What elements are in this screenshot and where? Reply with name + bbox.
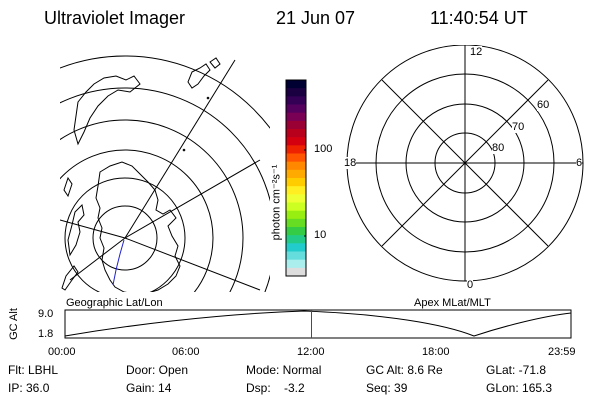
- colorbar-band: [286, 178, 306, 187]
- colorbar-band: [286, 210, 306, 220]
- colorbar-band: [286, 112, 306, 122]
- lat-circle: [60, 119, 244, 292]
- island-dot: [206, 96, 210, 100]
- satellite-ground-track: [112, 239, 125, 286]
- peninsula-coastline: [61, 265, 79, 291]
- apex-label: Apex MLat/MLT: [414, 297, 491, 309]
- colorbar-band: [286, 88, 306, 97]
- filter-value: Flt: LBHL: [8, 363, 59, 377]
- colorbar-band: [286, 96, 306, 105]
- mlt-label-12: 12: [470, 46, 483, 58]
- timeline-tick-1800: 18:00: [422, 346, 450, 358]
- colorbar-band: [286, 145, 306, 154]
- colorbar-band: [286, 186, 306, 195]
- timeline-tick-1200: 12:00: [297, 346, 325, 358]
- lat-circle: [60, 149, 214, 292]
- meridian: [124, 159, 261, 239]
- colorbar-frame: [285, 79, 307, 277]
- door-value: Door: Open: [126, 363, 189, 377]
- mode-value: Mode: Normal: [246, 363, 322, 377]
- colorbar-band: [286, 243, 306, 252]
- lat-circle: [60, 87, 270, 292]
- timeline-tick-0000: 00:00: [48, 346, 76, 358]
- colorbar-band: [286, 202, 306, 212]
- timeline-y-min: 1.8: [38, 328, 54, 340]
- mlat-label-80: 80: [492, 142, 505, 154]
- timeline-tick-2359: 23:59: [548, 346, 576, 358]
- colorbar-band: [286, 104, 306, 114]
- colorbar-band: [286, 120, 306, 130]
- lat-circle: [64, 177, 186, 292]
- colorbar-band: [286, 251, 306, 261]
- gc-alt-value: GC Alt: 8.6 Re: [366, 363, 443, 377]
- mlat-label-60: 60: [537, 99, 550, 111]
- lat-circle: [60, 55, 270, 129]
- mlt-label-6: 6: [576, 157, 583, 169]
- geographic-map: [60, 55, 270, 292]
- altitude-curve: [64, 310, 572, 337]
- timeline-frame: [64, 309, 572, 339]
- meridian: [124, 59, 236, 239]
- island-coastline: [63, 176, 73, 198]
- polar-mlat-mlt-plot: [346, 45, 584, 282]
- observation-date: 21 Jun 07: [276, 8, 356, 28]
- colorbar-band: [286, 259, 306, 269]
- colorbar-tick-label-10: 10: [314, 229, 327, 241]
- geographic-label: Geographic Lat/Lon: [66, 297, 163, 309]
- colorbar-band: [286, 161, 306, 171]
- meridian: [60, 219, 126, 239]
- colorbar-band: [286, 169, 306, 179]
- ip-value: IP: 36.0: [8, 381, 50, 395]
- meridian: [124, 237, 261, 291]
- seq-value: Seq: 39: [366, 381, 408, 395]
- australia-coastline: [73, 75, 141, 146]
- colorbar-band: [286, 227, 306, 236]
- instrument-title: Ultraviolet Imager: [44, 8, 186, 28]
- glat-value: GLat: -71.8: [486, 363, 547, 377]
- colorbar-band: [286, 153, 306, 163]
- antarctica-coastline: [95, 161, 181, 292]
- timeline-axis-label: GC Alt: [8, 308, 20, 340]
- timeline-y-max: 9.0: [38, 308, 54, 320]
- mlat-label-70: 70: [512, 121, 525, 133]
- island-dot: [182, 148, 186, 152]
- colorbar-band: [286, 129, 306, 138]
- dsp-value: Dsp: -3.2: [246, 381, 305, 395]
- observation-time: 11:40:54 UT: [430, 8, 528, 28]
- lat-circle: [92, 205, 158, 271]
- meridian: [69, 237, 126, 281]
- colorbar-unit-label: photon cm⁻²s⁻¹: [270, 164, 283, 241]
- colorbar-band: [286, 137, 306, 146]
- intensity-colorbar: [285, 79, 307, 277]
- glon-value: GLon: 165.3: [486, 381, 553, 395]
- gc-altitude-timeline: [64, 309, 572, 339]
- new-zealand-coastline: [187, 63, 211, 89]
- colorbar-band: [286, 267, 306, 277]
- colorbar-band: [286, 235, 306, 244]
- colorbar-band: [286, 218, 306, 228]
- colorbar-tick-label-100: 100: [314, 143, 333, 155]
- new-zealand-coastline: [209, 57, 221, 69]
- colorbar-band: [286, 80, 306, 89]
- mlt-diagonal: [381, 79, 549, 247]
- gain-value: Gain: 14: [126, 381, 172, 395]
- timeline-tick-0600: 06:00: [172, 346, 200, 358]
- mlt-label-18: 18: [344, 157, 357, 169]
- mlt-label-0: 0: [467, 279, 474, 291]
- peninsula-coastline: [67, 203, 85, 257]
- colorbar-band: [286, 194, 306, 203]
